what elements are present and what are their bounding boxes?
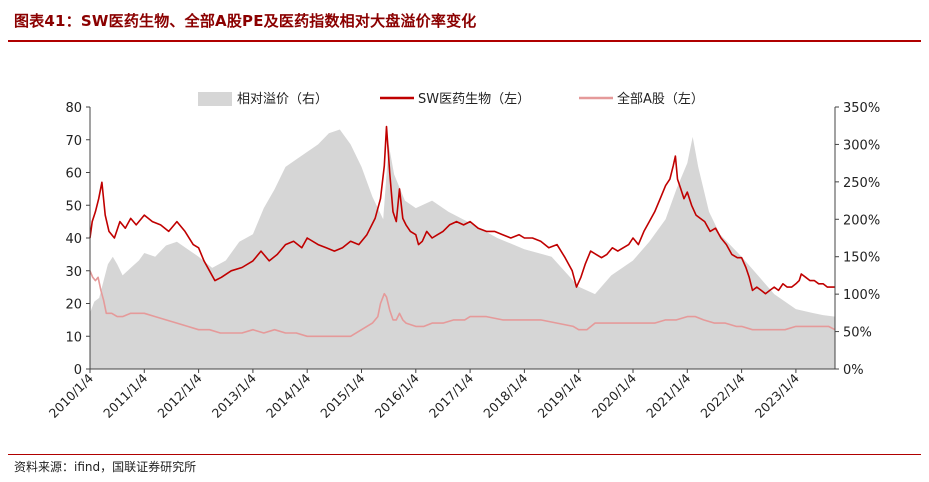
y-left-tick-label: 50 <box>65 199 82 214</box>
plot-area <box>89 125 836 369</box>
x-tick-label: 2016/1/4 <box>372 370 422 420</box>
series-sw-line <box>89 125 835 295</box>
y-left-tick-label: 20 <box>65 298 82 313</box>
y-right-axis: 0% 50% 100% 150% 200% 250% 300% 350% <box>834 101 880 378</box>
legend-label-alla: 全部A股（左） <box>617 91 704 107</box>
x-axis: 2010/1/4 2011/1/4 2012/1/4 2013/1/4 2014/1/4… <box>46 368 835 421</box>
y-right-tick-label: 100% <box>843 288 880 303</box>
x-tick-label: 2015/1/4 <box>317 370 367 420</box>
x-tick-label: 2010/1/4 <box>46 370 96 420</box>
legend-label-sw: SW医药生物（左） <box>418 92 530 107</box>
page-title: 图表41：SW医药生物、全部A股PE及医药指数相对大盘溢价率变化 <box>14 12 477 30</box>
legend-swatch-premium <box>198 92 232 106</box>
y-left-tick-label: 80 <box>65 101 82 116</box>
y-right-tick-label: 250% <box>843 176 880 191</box>
legend-label-premium: 相对溢价（右） <box>237 92 328 107</box>
y-left-tick-label: 30 <box>65 265 82 280</box>
y-right-ticks: 0% 50% 100% 150% 200% 250% 300% 350% <box>835 101 880 378</box>
x-tick-label: 2012/1/4 <box>154 370 204 420</box>
title-rule <box>8 40 921 42</box>
x-tick-label: 2023/1/4 <box>752 370 802 420</box>
y-left-tick-label: 70 <box>65 134 82 149</box>
y-right-tick-label: 0% <box>843 363 864 378</box>
y-left-ticks: 0 10 20 30 40 50 60 70 80 <box>65 101 90 378</box>
line-layer <box>89 125 836 338</box>
series-alla-line <box>89 270 836 338</box>
x-tick-label: 2022/1/4 <box>697 370 747 420</box>
x-tick-label: 2020/1/4 <box>589 370 639 420</box>
legend: 相对溢价（右） SW医药生物（左） 全部A股（左） <box>198 91 704 107</box>
y-right-tick-label: 200% <box>843 213 880 228</box>
x-tick-label: 2013/1/4 <box>209 370 259 420</box>
source-rule <box>8 454 921 455</box>
y-left-tick-label: 10 <box>65 330 82 345</box>
series-premium-area <box>90 129 835 369</box>
x-ticks: 2010/1/4 2011/1/4 2012/1/4 2013/1/4 2014/1/4… <box>46 369 802 421</box>
y-left-tick-label: 0 <box>74 363 82 378</box>
title-bar: 图表41：SW医药生物、全部A股PE及医药指数相对大盘溢价率变化 <box>0 6 929 42</box>
y-right-tick-label: 150% <box>843 251 880 266</box>
y-left-tick-label: 60 <box>65 167 82 182</box>
x-tick-label: 2021/1/4 <box>643 370 693 420</box>
x-tick-label: 2019/1/4 <box>535 370 585 420</box>
x-tick-label: 2011/1/4 <box>100 370 150 420</box>
premium-area-layer <box>90 129 835 369</box>
y-right-tick-label: 300% <box>843 138 880 153</box>
x-tick-label: 2014/1/4 <box>263 370 313 420</box>
y-right-tick-label: 350% <box>843 101 880 116</box>
chart: 0 10 20 30 40 50 60 70 80 0% 50% 100% 150% 200% 250% 3… <box>46 91 880 421</box>
y-left-tick-label: 40 <box>65 232 82 247</box>
y-left-axis: 0 10 20 30 40 50 60 70 80 <box>65 101 91 378</box>
y-right-tick-label: 50% <box>843 326 872 341</box>
x-tick-label: 2017/1/4 <box>426 370 476 420</box>
source-note: 资料来源：ifind，国联证券研究所 <box>14 460 197 474</box>
x-tick-label: 2018/1/4 <box>480 370 530 420</box>
